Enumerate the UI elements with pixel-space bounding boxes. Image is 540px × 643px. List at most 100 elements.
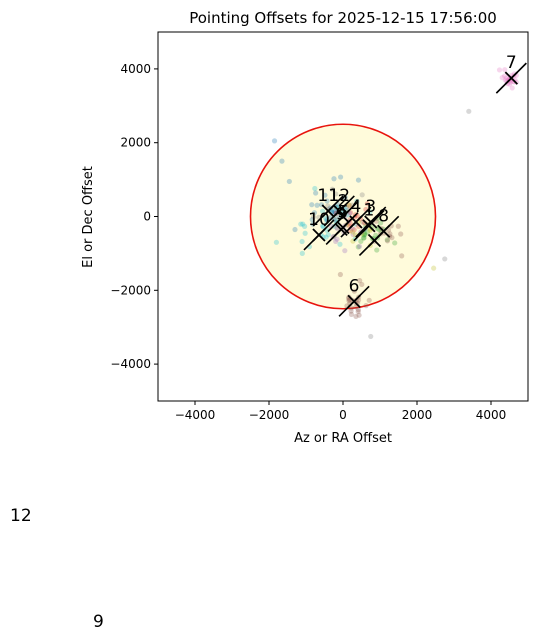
outlier-point-4	[442, 256, 448, 262]
outlier-point-0	[466, 108, 472, 114]
data-point-cluster-4	[361, 235, 367, 241]
data-point-cluster-8	[325, 203, 331, 209]
data-point-cluster-9	[346, 202, 352, 208]
marker-label-8: 8	[378, 206, 389, 226]
data-point-cluster-1	[337, 271, 343, 278]
chart-title: Pointing Offsets for 2025-12-15 17:56:00	[189, 9, 497, 27]
data-point-cluster-4	[361, 232, 367, 238]
data-point-cluster-8	[329, 186, 335, 192]
data-point-cluster-7	[399, 253, 405, 259]
data-point-cluster-3	[313, 190, 319, 196]
data-point-cluster-7	[398, 231, 404, 237]
x-tick-label: 0	[339, 408, 347, 422]
data-point-cluster-4	[384, 237, 390, 243]
data-point-cluster-2	[302, 223, 308, 229]
outlier-point-7	[273, 239, 279, 245]
data-point-cluster-2	[354, 198, 360, 204]
data-point-cluster-6	[333, 238, 339, 244]
stray-label-12: 12	[10, 506, 32, 526]
data-point-cluster-3	[342, 194, 348, 200]
data-point-cluster-0	[503, 75, 510, 81]
y-tick-label: 4000	[120, 62, 151, 76]
data-point-cluster-4	[358, 238, 364, 244]
data-point-cluster-3	[311, 210, 318, 216]
data-point-cluster-1	[351, 288, 358, 294]
marker-diagonal-2	[355, 206, 387, 238]
marker-diagonal-3	[340, 206, 372, 238]
data-point-cluster-2	[320, 223, 326, 229]
data-point-cluster-1	[346, 298, 352, 304]
data-point-cluster-7	[395, 223, 401, 229]
data-point-cluster-1	[355, 307, 361, 313]
data-point-cluster-1	[356, 312, 362, 318]
data-point-cluster-1	[348, 311, 355, 317]
data-point-cluster-4	[364, 229, 371, 235]
data-point-cluster-7	[384, 238, 391, 244]
y-axis-label: El or Dec Offset	[81, 166, 96, 268]
data-point-cluster-0	[506, 81, 513, 87]
data-point-cluster-3	[355, 177, 362, 183]
y-tick-label: −4000	[110, 357, 151, 371]
data-point-cluster-6	[342, 248, 348, 254]
marker-label-11: 11	[317, 186, 339, 206]
marker-diagonal-11	[323, 195, 355, 227]
data-point-cluster-2	[320, 208, 326, 214]
data-point-cluster-2	[302, 230, 308, 236]
marker-label-12: 12	[328, 186, 350, 206]
marker-diagonal-1	[327, 200, 359, 233]
data-point-cluster-2	[312, 185, 318, 192]
marker-label-2: 2	[338, 192, 349, 212]
data-point-cluster-3	[314, 202, 320, 208]
marker-label-9: 9	[336, 204, 347, 224]
data-point-cluster-3	[309, 217, 315, 223]
data-point-cluster-2	[323, 234, 329, 240]
marker-label-1: 1	[363, 201, 374, 221]
data-point-cluster-3	[335, 214, 341, 220]
outlier-point-6	[368, 333, 374, 340]
plot-area: 123456789101112−4000−2000020004000−4000−…	[110, 31, 538, 422]
data-point-cluster-4	[355, 244, 361, 250]
x-tick-label: −4000	[175, 408, 216, 422]
data-point-cluster-0	[533, 74, 538, 79]
data-point-cluster-2	[300, 221, 306, 227]
outlier-point-1	[271, 138, 278, 144]
data-point-cluster-4	[392, 240, 398, 246]
marker-label-4: 4	[351, 197, 362, 217]
outlier-point-8	[299, 250, 305, 256]
data-point-cluster-1	[357, 278, 363, 284]
outlier-point-3	[286, 178, 292, 185]
x-tick-label: 4000	[476, 408, 507, 422]
data-point-cluster-4	[374, 247, 380, 253]
marker-diagonal-9	[303, 219, 335, 251]
data-point-cluster-4	[360, 235, 367, 241]
data-point-cluster-5	[351, 227, 357, 233]
data-point-cluster-1	[348, 305, 355, 311]
data-point-cluster-5	[346, 203, 352, 209]
marker-label-7: 7	[506, 53, 517, 73]
data-point-cluster-3	[309, 202, 315, 208]
data-point-cluster-2	[299, 238, 305, 245]
data-point-cluster-0	[499, 75, 505, 81]
marker-label-5: 5	[338, 203, 349, 223]
data-point-cluster-1	[355, 308, 361, 315]
data-point-cluster-2	[342, 207, 348, 213]
data-point-cluster-3	[322, 192, 328, 198]
plot-inner: 123456789101112	[249, 53, 538, 340]
data-point-cluster-1	[359, 281, 365, 288]
y-tick-label: 0	[143, 210, 151, 224]
outlier-point-2	[279, 158, 285, 164]
data-point-cluster-8	[333, 191, 339, 197]
data-point-cluster-4	[362, 231, 368, 238]
x-tick-label: −2000	[249, 408, 290, 422]
data-point-cluster-0	[509, 85, 515, 91]
x-tick-label: 2000	[402, 408, 433, 422]
data-point-cluster-3	[324, 198, 330, 204]
data-point-cluster-1	[353, 313, 359, 319]
marker-diagonal-0	[353, 210, 385, 242]
data-point-cluster-9	[349, 229, 356, 235]
data-point-cluster-2	[337, 241, 343, 247]
outlier-point-5	[431, 265, 437, 271]
data-point-cluster-6	[334, 236, 340, 242]
data-point-cluster-8	[359, 192, 365, 198]
y-tick-label: −2000	[110, 283, 151, 297]
